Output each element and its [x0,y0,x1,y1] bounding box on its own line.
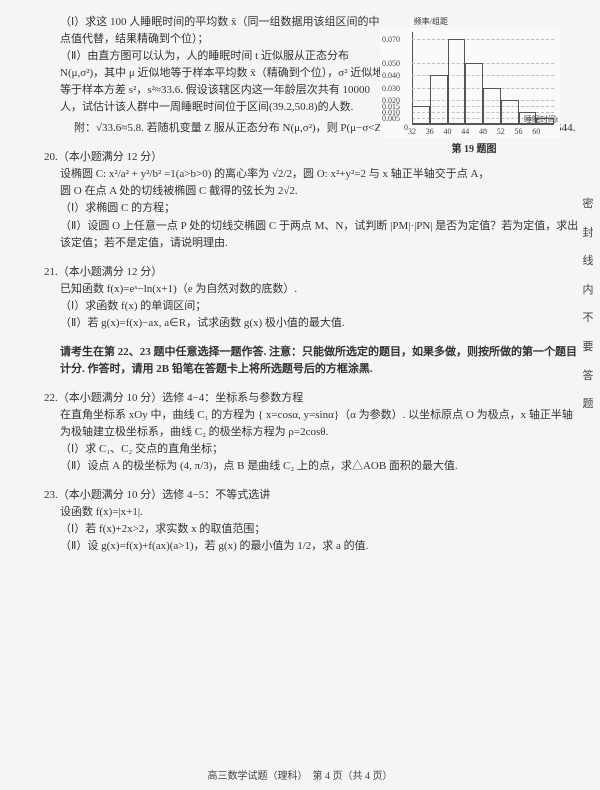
question-19: （Ⅰ）求这 100 人睡眠时间的平均数 x̄（同一组数据用该组区间的中点值代替，… [44,14,580,137]
q21-body1: 已知函数 f(x)=eˣ−ln(x+1)（e 为自然对数的底数）. [44,281,580,298]
chart-caption: 第 19 题图 [380,142,568,158]
page-footer: 高三数学试题（理科） 第 4 页（共 4 页） [0,767,600,782]
q22-p2: （Ⅱ）设点 A 的极坐标为 (4, π/3)，点 B 是曲线 C₂ 上的点，求△… [44,458,580,475]
q20-p2: （Ⅱ）设圆 O 上任意一点 P 处的切线交椭圆 C 于两点 M、N，试判断 |P… [44,218,580,252]
q21-header: 21.（本小题满分 12 分） [44,264,580,281]
chart-ylabel: 频率/组距 [380,16,568,28]
q22-body1: 在直角坐标系 xOy 中，曲线 C₁ 的方程为 { x=cosα, y=sinα… [44,407,580,441]
q20-body2: 圆 O 在点 A 处的切线被椭圆 C 截得的弦长为 2√2. [44,183,580,200]
q23-header: 23.（本小题满分 10 分）选修 4−5：不等式选讲 [44,487,580,504]
q19-chart: 频率/组距 0.0050.0100.0150.0200.0300.0400.05… [380,16,568,158]
question-23: 23.（本小题满分 10 分）选修 4−5：不等式选讲 设函数 f(x)=|x+… [44,487,580,555]
choice-note: 请考生在第 22、23 题中任意选择一题作答. 注意：只能做所选定的题目，如果多… [44,344,580,378]
q23-p2: （Ⅱ）设 g(x)=f(x)+f(ax)(a>1)，若 g(x) 的最小值为 1… [44,538,580,555]
side-seal-label: 密封线内不要答题 [580,190,596,419]
q19-part1: （Ⅰ）求这 100 人睡眠时间的平均数 x̄（同一组数据用该组区间的中点值代替，… [44,14,384,48]
q19-part2: （Ⅱ）由直方图可以认为，人的睡眠时间 t 近似服从正态分布 N(μ,σ²)，其中… [44,48,384,116]
q23-p1: （Ⅰ）若 f(x)+2x>2，求实数 x 的取值范围； [44,521,580,538]
q20-p1: （Ⅰ）求椭圆 C 的方程； [44,200,580,217]
question-21: 21.（本小题满分 12 分） 已知函数 f(x)=eˣ−ln(x+1)（e 为… [44,264,580,332]
q23-body1: 设函数 f(x)=|x+1|. [44,504,580,521]
q21-p2: （Ⅱ）若 g(x)=f(x)−ax, a∈R，试求函数 g(x) 极小值的最大值… [44,315,580,332]
q22-header: 22.（本小题满分 10 分）选修 4−4：坐标系与参数方程 [44,390,580,407]
q20-body1: 设椭圆 C: x²/a² + y²/b² =1(a>b>0) 的离心率为 √2/… [44,166,580,183]
question-20: 20.（本小题满分 12 分） 设椭圆 C: x²/a² + y²/b² =1(… [44,149,580,251]
q21-p1: （Ⅰ）求函数 f(x) 的单调区间； [44,298,580,315]
q22-p1: （Ⅰ）求 C₁、C₂ 交点的直角坐标； [44,441,580,458]
question-22: 22.（本小题满分 10 分）选修 4−4：坐标系与参数方程 在直角坐标系 xO… [44,390,580,475]
